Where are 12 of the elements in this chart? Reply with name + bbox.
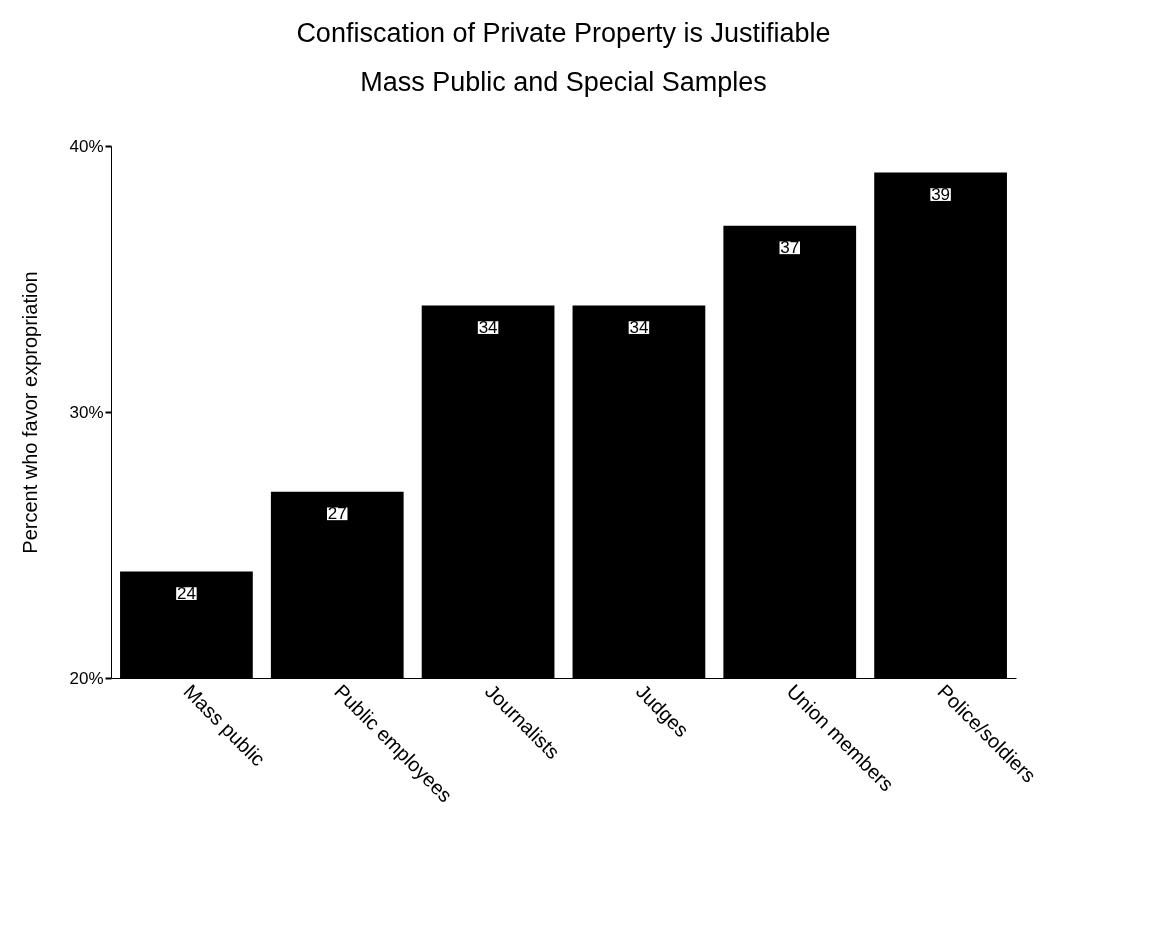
data-label: 34 <box>478 317 498 337</box>
data-label: 34 <box>629 317 649 337</box>
y-tick-label: 40% <box>69 136 104 156</box>
data-label: 27 <box>327 503 347 523</box>
chart-title: Confiscation of Private Property is Justifiable <box>296 18 831 48</box>
y-tick-label: 20% <box>69 668 104 688</box>
y-axis-title: Percent who favor expropriation <box>19 271 42 554</box>
data-label: 24 <box>176 583 196 603</box>
chart-subtitle: Mass Public and Special Samples <box>360 67 767 97</box>
data-label: 37 <box>780 237 800 257</box>
y-tick-label: 30% <box>69 402 104 422</box>
data-label: 39 <box>931 184 951 204</box>
